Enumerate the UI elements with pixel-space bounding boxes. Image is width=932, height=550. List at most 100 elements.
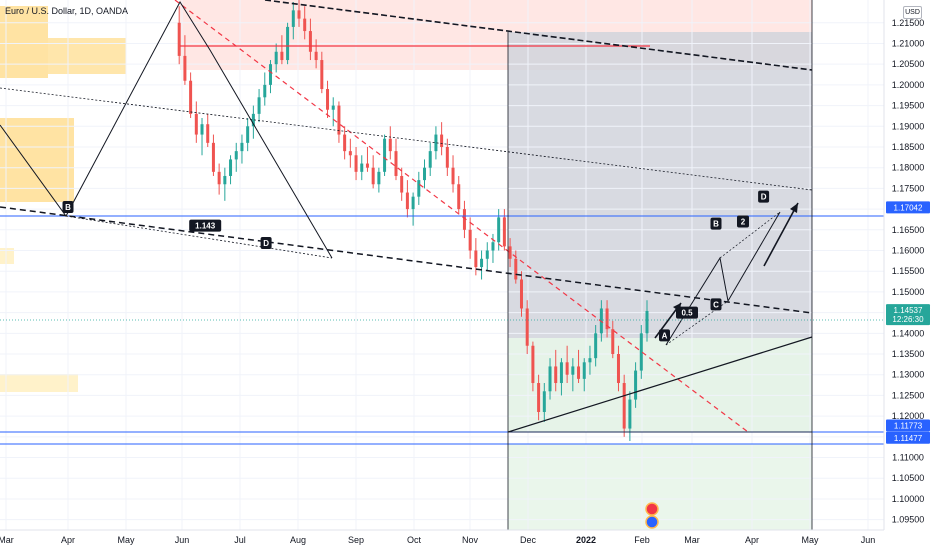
candle-body-63 (537, 383, 541, 412)
pattern-label-bg-B (62, 201, 74, 214)
candle-body-14 (257, 97, 261, 114)
candle-body-73 (594, 333, 598, 359)
candle-body-25 (320, 60, 324, 90)
candle-26 (326, 80, 330, 119)
x-tick-13: Apr (745, 535, 759, 545)
pattern-label-text-C: C (713, 300, 719, 309)
candle-4 (200, 118, 204, 156)
x-tick-11: Feb (634, 535, 650, 545)
candle-body-53 (480, 258, 484, 268)
candle-body-67 (559, 362, 563, 384)
y-tick-17: 1.13000 (892, 370, 925, 380)
candle-body-22 (303, 18, 307, 32)
dotted-connector (65, 215, 333, 259)
candle-body-52 (474, 250, 478, 268)
x-tick-5: Aug (290, 535, 306, 545)
y-tick-16: 1.13500 (892, 349, 925, 359)
black-dashed-mid (0, 206, 813, 314)
candle-27 (331, 97, 335, 127)
candle-body-24 (314, 51, 318, 61)
candle-body-81 (639, 333, 643, 371)
candle-body-16 (268, 64, 272, 85)
candle-body-0 (177, 22, 181, 56)
candle-65 (548, 358, 552, 400)
candle-23 (308, 18, 312, 61)
last-price-countdown: 12:26:30 (892, 315, 924, 324)
candle-body-78 (622, 383, 626, 429)
pattern-label-C: C (710, 298, 722, 311)
pattern-label-bg-B2 (710, 217, 722, 230)
y-tick-13: 1.15000 (892, 287, 925, 297)
pattern-label-text-B2: B (713, 220, 719, 229)
pattern-label-bg-D (260, 237, 272, 250)
candle-body-3 (194, 113, 198, 135)
candle-58 (508, 238, 512, 268)
orange-block-3 (48, 38, 126, 74)
candle-19 (286, 22, 290, 65)
candle-21 (297, 0, 301, 27)
pattern-label-text-B: B (65, 203, 71, 212)
candle-body-9 (229, 159, 233, 176)
candle-body-49 (457, 184, 461, 210)
candle-54 (485, 242, 489, 272)
y-tick-12: 1.15500 (892, 266, 925, 276)
y-tick-4: 1.19500 (892, 101, 925, 111)
x-tick-6: Sep (348, 535, 364, 545)
candle-5 (206, 113, 210, 147)
pattern-label-B: B (62, 201, 74, 214)
candle-76 (611, 320, 615, 359)
candle-33 (365, 146, 369, 172)
arrow-2-head (790, 203, 798, 213)
support-trendline (507, 336, 813, 433)
candle-15 (263, 72, 267, 106)
candle-body-72 (588, 358, 592, 363)
candle-28 (337, 101, 341, 143)
candle-29 (343, 126, 347, 160)
candle-47 (445, 138, 449, 176)
y-tick-0: 1.21500 (892, 18, 925, 28)
candle-8 (223, 167, 227, 201)
x-tick-12: Mar (684, 535, 700, 545)
candle-64 (542, 383, 546, 422)
candle-body-80 (634, 370, 638, 400)
ratio-label-bg-ratio-1-143 (189, 219, 222, 232)
grid-lines (0, 0, 884, 530)
candle-46 (440, 122, 444, 156)
candle-53 (480, 250, 484, 280)
candle-body-27 (331, 105, 335, 110)
last-price-value: 1.14537 (894, 306, 923, 315)
price-tag-text-level-1: 1.17042 (894, 203, 923, 212)
y-tick-3: 1.20000 (892, 80, 925, 90)
candle-body-37 (388, 138, 392, 152)
price-tag-text-level-3: 1.11477 (894, 434, 923, 443)
candle-body-45 (434, 134, 438, 152)
candle-body-82 (645, 310, 649, 334)
currency-button[interactable]: USD (903, 6, 922, 19)
flag-icon-2 (645, 515, 659, 529)
y-tick-8: 1.17500 (892, 183, 925, 193)
candle-70 (577, 349, 581, 384)
candle-body-41 (411, 196, 415, 210)
candle-6 (211, 134, 215, 176)
candle-body-39 (400, 175, 404, 193)
candle-body-75 (605, 308, 609, 330)
y-tick-19: 1.12000 (892, 411, 925, 421)
ratio-label-ratio-2: 2 (737, 215, 749, 228)
candle-18 (280, 35, 284, 65)
x-tick-4: Jul (234, 535, 246, 545)
candle-82 (645, 300, 649, 342)
candle-body-44 (428, 151, 432, 168)
candles (177, 0, 649, 441)
pattern-label-bg-A (659, 329, 670, 342)
candle-body-36 (383, 138, 387, 172)
candle-69 (571, 358, 575, 392)
candle-body-19 (286, 26, 290, 61)
candle-17 (274, 43, 278, 73)
price-tag-level-1: 1.17042 (886, 201, 930, 214)
y-tick-5: 1.19000 (892, 121, 925, 131)
pattern-label-bg-C (710, 298, 722, 311)
candle-67 (559, 358, 563, 396)
candle-48 (451, 155, 455, 193)
